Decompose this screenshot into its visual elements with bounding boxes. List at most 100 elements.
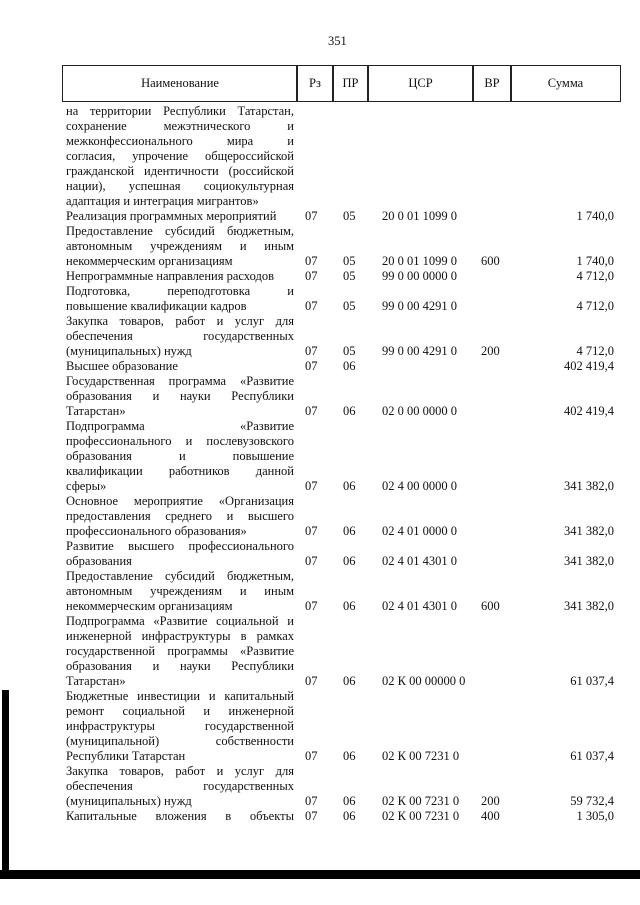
cell-rz: 07 [305,599,318,613]
row-name: автономным учреждениям и иным [66,584,294,598]
row-name: профессионального образования» [66,524,247,538]
row-name: образования и науки Республики [66,659,294,673]
cell-csr: 99 0 00 4291 0 [382,344,457,358]
row-name: гражданской идентичности (российской [66,164,294,178]
row-name: повышение квалификации кадров [66,299,247,313]
cell-csr: 02 4 01 4301 0 [382,554,457,568]
cell-vr: 400 [481,809,500,823]
cell-pr: 06 [343,794,356,808]
cell-sum: 4 712,0 [576,299,615,313]
cell-sum: 341 382,0 [564,479,614,493]
cell-pr: 05 [343,209,356,223]
cell-sum: 1 740,0 [576,254,615,268]
row-name: образования и науки Республики [66,389,294,403]
cell-rz: 07 [305,554,318,568]
row-name: образования [66,554,132,568]
cell-pr: 06 [343,554,356,568]
row-name: межконфессионального мира и [66,134,294,148]
cell-csr: 02 К 00 00000 0 [382,674,466,688]
cell-csr: 02 К 00 7231 0 [382,809,460,823]
cell-pr: 05 [343,299,356,313]
row-name: образования и повышение [66,449,294,463]
cell-sum: 4 712,0 [576,269,615,283]
row-name: адаптация и интеграция мигрантов» [66,194,259,208]
row-name: Предоставление субсидий бюджетным, [66,569,294,583]
row-name: обеспечения государственных [66,779,294,793]
cell-rz: 07 [305,404,318,418]
cell-rz: 07 [305,794,318,808]
row-name: сохранение межэтнического и [66,119,294,133]
cell-csr: 02 4 00 0000 0 [382,479,457,493]
header-cell: ПР [332,65,369,102]
cell-sum: 59 732,4 [570,794,614,808]
cell-rz: 07 [305,254,318,268]
cell-csr: 02 4 01 0000 0 [382,524,457,538]
cell-vr: 200 [481,344,500,358]
header-cell: ВР [472,65,512,102]
row-name: Подготовка, переподготовка и [66,284,294,298]
row-name: Непрограммные направления расходов [66,269,274,283]
cell-sum: 402 419,4 [564,404,614,418]
cell-rz: 07 [305,524,318,538]
row-name: предоставления среднего и высшего [66,509,294,523]
cell-csr: 99 0 00 4291 0 [382,299,457,313]
row-name: Подпрограмма «Развитие [66,419,294,433]
cell-sum: 61 037,4 [570,749,614,763]
cell-csr: 02 К 00 7231 0 [382,749,460,763]
row-name: Основное мероприятие «Организация [66,494,294,508]
cell-pr: 06 [343,749,356,763]
cell-rz: 07 [305,479,318,493]
cell-rz: 07 [305,809,318,823]
row-name: Татарстан» [66,674,126,688]
row-name: Государственная программа «Развитие [66,374,294,388]
row-name: (муниципальной) собственности [66,734,294,748]
row-name: Бюджетные инвестиции и капитальный [66,689,294,703]
header-cell: Сумма [510,65,621,102]
row-name: ремонт социальной и инженерной [66,704,294,718]
row-name: некоммерческим организациям [66,599,233,613]
cell-csr: 02 К 00 7231 0 [382,794,460,808]
cell-pr: 06 [343,479,356,493]
header-cell: Наименование [62,65,298,102]
row-name: Реализация программных мероприятий [66,209,277,223]
page-number: 351 [328,34,347,48]
cell-rz: 07 [305,674,318,688]
row-name: Высшее образование [66,359,178,373]
cell-sum: 4 712,0 [576,344,615,358]
cell-pr: 06 [343,404,356,418]
row-name: Развитие высшего профессионального [66,539,294,553]
cell-pr: 05 [343,269,356,283]
row-name: Татарстан» [66,404,126,418]
cell-pr: 06 [343,599,356,613]
scan-border [2,690,9,879]
row-name: Закупка товаров, работ и услуг для [66,314,294,328]
row-name: автономным учреждениям и иным [66,239,294,253]
row-name: Республики Татарстан [66,749,186,763]
cell-rz: 07 [305,749,318,763]
row-name: Закупка товаров, работ и услуг для [66,764,294,778]
row-name: Предоставление субсидий бюджетным, [66,224,294,238]
cell-rz: 07 [305,209,318,223]
row-name: обеспечения государственных [66,329,294,343]
row-name: инженерной инфраструктуры в рамках [66,629,294,643]
cell-sum: 1 305,0 [576,809,615,823]
cell-vr: 600 [481,599,500,613]
cell-sum: 402 419,4 [564,359,614,373]
cell-sum: 341 382,0 [564,599,614,613]
row-name: (муниципальных) нужд [66,344,192,358]
cell-csr: 02 4 01 4301 0 [382,599,457,613]
header-cell: ЦСР [367,65,474,102]
row-name: государственной программы «Развитие [66,644,294,658]
row-name: Подпрограмма «Развитие социальной и [66,614,294,628]
cell-csr: 99 0 00 0000 0 [382,269,457,283]
row-name: (муниципальных) нужд [66,794,192,808]
cell-rz: 07 [305,299,318,313]
row-name: сферы» [66,479,107,493]
cell-pr: 06 [343,359,356,373]
cell-pr: 06 [343,524,356,538]
cell-csr: 20 0 01 1099 0 [382,209,457,223]
cell-vr: 200 [481,794,500,808]
cell-sum: 1 740,0 [576,209,615,223]
row-name: профессионального и послевузовского [66,434,294,448]
